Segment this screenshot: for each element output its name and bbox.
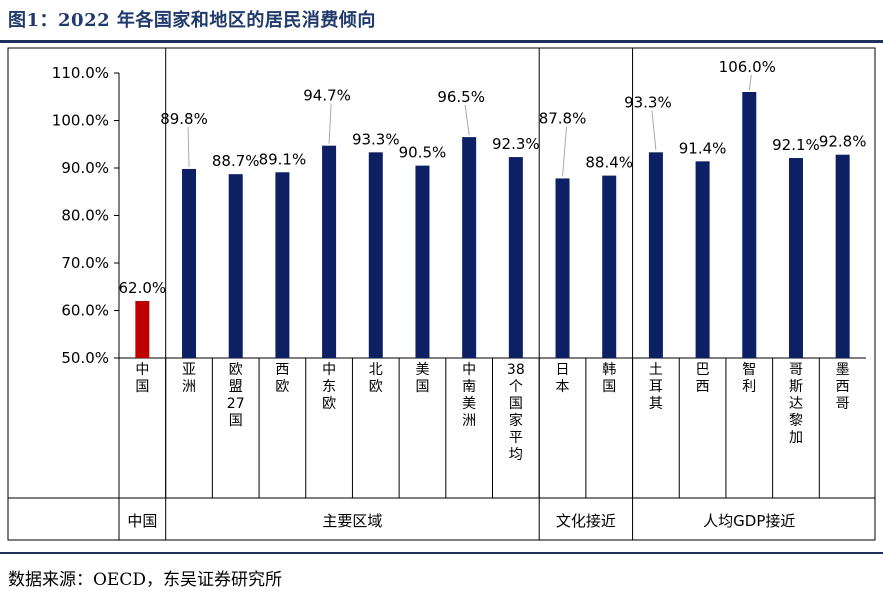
value-label-11: 93.3% bbox=[624, 93, 672, 111]
category-label-11: 土耳其 bbox=[649, 362, 663, 412]
y-tick-label: 50.0% bbox=[61, 349, 109, 367]
leader-line-9 bbox=[562, 126, 568, 177]
category-label-1: 亚洲 bbox=[182, 362, 196, 395]
bar-6 bbox=[415, 165, 430, 358]
value-label-8: 92.3% bbox=[492, 135, 540, 153]
value-label-12: 91.4% bbox=[679, 139, 727, 157]
bar-13 bbox=[742, 92, 757, 358]
group-label-1: 主要区域 bbox=[322, 512, 382, 530]
y-tick-label: 100.0% bbox=[52, 112, 109, 130]
category-label-0: 中国 bbox=[135, 362, 149, 395]
category-label-14: 哥斯达黎加 bbox=[789, 362, 803, 446]
value-label-2: 88.7% bbox=[212, 152, 260, 170]
leader-line-7 bbox=[464, 105, 470, 136]
bar-1 bbox=[182, 168, 197, 358]
group-label-3: 人均GDP接近 bbox=[703, 512, 795, 530]
value-label-15: 92.8% bbox=[819, 133, 867, 151]
bar-10 bbox=[602, 175, 617, 358]
category-label-9: 日本 bbox=[556, 362, 570, 395]
category-label-13: 智利 bbox=[742, 362, 756, 395]
y-tick-label: 60.0% bbox=[61, 302, 109, 320]
category-label-12: 巴西 bbox=[696, 362, 710, 395]
leader-line-1 bbox=[187, 126, 190, 167]
category-label-4: 中东欧 bbox=[322, 362, 336, 412]
bar-11 bbox=[648, 152, 663, 358]
bar-2 bbox=[228, 174, 243, 358]
bar-4 bbox=[322, 145, 337, 358]
y-tick-label: 110.0% bbox=[52, 64, 109, 82]
category-label-5: 北欧 bbox=[369, 362, 383, 395]
y-tick-label: 90.0% bbox=[61, 159, 109, 177]
value-label-10: 88.4% bbox=[585, 154, 633, 172]
value-label-9: 87.8% bbox=[539, 109, 587, 127]
value-label-1: 89.8% bbox=[160, 110, 208, 128]
source-note: 数据来源：OECD，东吴证券研究所 bbox=[8, 570, 282, 590]
bar-0 bbox=[135, 301, 150, 358]
y-tick-label: 70.0% bbox=[61, 254, 109, 272]
value-label-14: 92.1% bbox=[772, 136, 820, 154]
value-label-5: 93.3% bbox=[352, 130, 400, 148]
y-tick-label: 80.0% bbox=[61, 207, 109, 225]
leader-line-13 bbox=[748, 74, 752, 91]
consumption-propensity-chart: 50.0% 60.0% 70.0% 80.0% 90.0% 100.0% 110.0% 62.… bbox=[7, 47, 876, 541]
value-label-3: 89.1% bbox=[259, 150, 307, 168]
bar-7 bbox=[462, 137, 477, 358]
group-label-2: 文化接近 bbox=[556, 512, 616, 530]
bar-9 bbox=[555, 178, 570, 358]
group-label-0: 中国 bbox=[127, 512, 157, 530]
bar-3 bbox=[275, 172, 290, 358]
chart-frame bbox=[7, 47, 876, 541]
bar-15 bbox=[835, 154, 850, 358]
category-label-7: 中南美洲 bbox=[462, 362, 476, 429]
category-label-15: 墨西哥 bbox=[836, 362, 850, 412]
figure-title: 图1：2022 年各国家和地区的居民消费倾向 bbox=[8, 10, 376, 31]
category-label-10: 韩国 bbox=[602, 362, 616, 395]
value-label-6: 90.5% bbox=[399, 144, 447, 162]
category-label-3: 西欧 bbox=[275, 362, 289, 395]
bar-5 bbox=[368, 152, 383, 358]
value-label-7: 96.5% bbox=[437, 88, 485, 106]
category-label-6: 美国 bbox=[415, 362, 429, 395]
leader-line-11 bbox=[651, 110, 657, 151]
leader-line-4 bbox=[328, 103, 332, 144]
value-label-4: 94.7% bbox=[303, 87, 351, 105]
bar-8 bbox=[508, 157, 523, 358]
category-label-8: 38 个国家平均 bbox=[507, 362, 525, 463]
title-rule bbox=[0, 40, 883, 43]
bar-14 bbox=[788, 158, 803, 358]
value-label-13: 106.0% bbox=[719, 58, 776, 76]
source-rule bbox=[0, 552, 883, 554]
bar-12 bbox=[695, 161, 710, 358]
category-label-2: 欧盟 27 国 bbox=[227, 362, 245, 429]
value-label-0: 62.0% bbox=[119, 279, 167, 297]
